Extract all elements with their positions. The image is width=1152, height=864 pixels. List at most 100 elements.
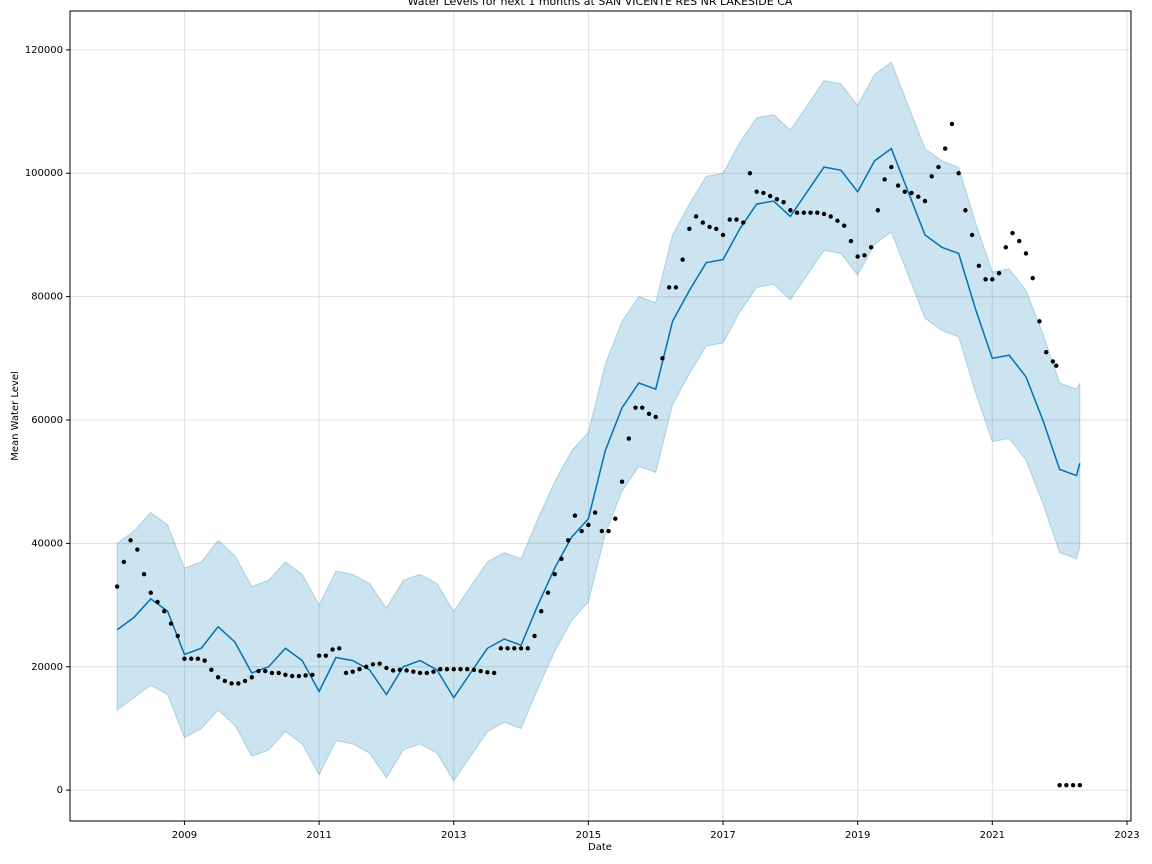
observation bbox=[431, 669, 436, 674]
observation bbox=[518, 646, 524, 651]
observation bbox=[767, 193, 773, 199]
observation bbox=[303, 673, 308, 678]
x-tick-label: 2011 bbox=[306, 830, 331, 841]
observation bbox=[862, 253, 867, 258]
observation bbox=[424, 670, 430, 676]
observation bbox=[525, 646, 530, 651]
observation bbox=[343, 670, 349, 676]
x-axis-label: Date bbox=[588, 842, 612, 853]
observation bbox=[640, 405, 645, 410]
observation bbox=[195, 656, 201, 661]
x-tick-label: 2013 bbox=[441, 830, 466, 841]
observation bbox=[471, 667, 477, 673]
observation bbox=[842, 223, 847, 228]
observation bbox=[828, 214, 833, 219]
observation bbox=[895, 183, 901, 188]
y-tick-label: 120000 bbox=[25, 45, 63, 56]
observation bbox=[411, 669, 416, 674]
observation bbox=[162, 609, 167, 614]
observation bbox=[141, 572, 147, 577]
observation bbox=[188, 656, 194, 661]
observation bbox=[673, 285, 679, 290]
observation bbox=[1030, 275, 1035, 281]
observation bbox=[922, 198, 928, 204]
observation bbox=[1054, 363, 1059, 368]
observation bbox=[364, 664, 369, 669]
observation bbox=[875, 208, 881, 213]
observation bbox=[491, 670, 497, 676]
y-axis-label: Mean Water Level bbox=[10, 371, 21, 461]
observation bbox=[909, 190, 914, 196]
observation bbox=[983, 277, 988, 282]
observation bbox=[963, 208, 968, 213]
observation bbox=[1043, 349, 1049, 355]
observation bbox=[969, 232, 975, 238]
observation bbox=[404, 668, 409, 673]
observation bbox=[1077, 783, 1083, 788]
observation bbox=[693, 214, 699, 219]
observation bbox=[175, 633, 180, 639]
observation bbox=[222, 678, 228, 684]
observation bbox=[956, 171, 961, 176]
observation bbox=[815, 210, 820, 215]
observation bbox=[485, 670, 490, 675]
observation bbox=[626, 436, 631, 441]
observation bbox=[1050, 359, 1056, 364]
observation bbox=[512, 646, 517, 651]
observation bbox=[653, 414, 658, 420]
observation bbox=[532, 633, 537, 639]
observation bbox=[727, 217, 732, 222]
observation bbox=[1017, 238, 1022, 244]
observation bbox=[357, 667, 362, 672]
observation bbox=[397, 667, 403, 673]
observation bbox=[606, 528, 611, 534]
observation bbox=[545, 590, 551, 595]
observation bbox=[633, 405, 638, 410]
observation bbox=[269, 670, 275, 676]
chart-title: Water Levels for next 1 months at SAN VI… bbox=[408, 0, 793, 8]
observation bbox=[263, 668, 268, 674]
observation bbox=[1064, 783, 1069, 788]
x-tick-label: 2015 bbox=[576, 830, 601, 841]
y-tick-label: 100000 bbox=[25, 168, 63, 179]
x-tick-label: 2017 bbox=[710, 830, 735, 841]
observation bbox=[902, 189, 907, 194]
observation bbox=[182, 656, 187, 661]
observation bbox=[996, 270, 1002, 276]
observation bbox=[1003, 245, 1008, 250]
observation bbox=[801, 210, 807, 215]
x-tick-label: 2019 bbox=[845, 830, 870, 841]
observation bbox=[1070, 783, 1076, 788]
observation bbox=[390, 668, 396, 673]
observation bbox=[256, 668, 261, 674]
observation bbox=[666, 285, 672, 290]
observation bbox=[761, 190, 766, 196]
observation bbox=[209, 667, 214, 673]
y-tick-label: 40000 bbox=[31, 538, 63, 549]
observation bbox=[754, 189, 759, 194]
observation bbox=[444, 667, 450, 672]
observation bbox=[458, 667, 463, 672]
observation bbox=[559, 556, 564, 562]
observation bbox=[438, 667, 443, 672]
observation bbox=[330, 647, 335, 652]
observation bbox=[148, 590, 153, 595]
observation bbox=[700, 220, 706, 225]
observation bbox=[114, 584, 120, 589]
observation bbox=[377, 661, 382, 666]
observation bbox=[236, 681, 241, 686]
observation bbox=[646, 411, 652, 417]
uncertainty-band bbox=[116, 61, 1081, 782]
observation bbox=[821, 211, 827, 217]
observation bbox=[774, 196, 780, 202]
observation bbox=[498, 646, 504, 651]
observation bbox=[889, 164, 894, 170]
observation bbox=[552, 572, 557, 577]
observation bbox=[714, 226, 719, 231]
observation bbox=[283, 672, 288, 677]
x-tick-label: 2021 bbox=[980, 830, 1005, 841]
observation bbox=[848, 238, 854, 244]
observation bbox=[242, 678, 248, 684]
x-tick-label: 2023 bbox=[1114, 830, 1139, 841]
